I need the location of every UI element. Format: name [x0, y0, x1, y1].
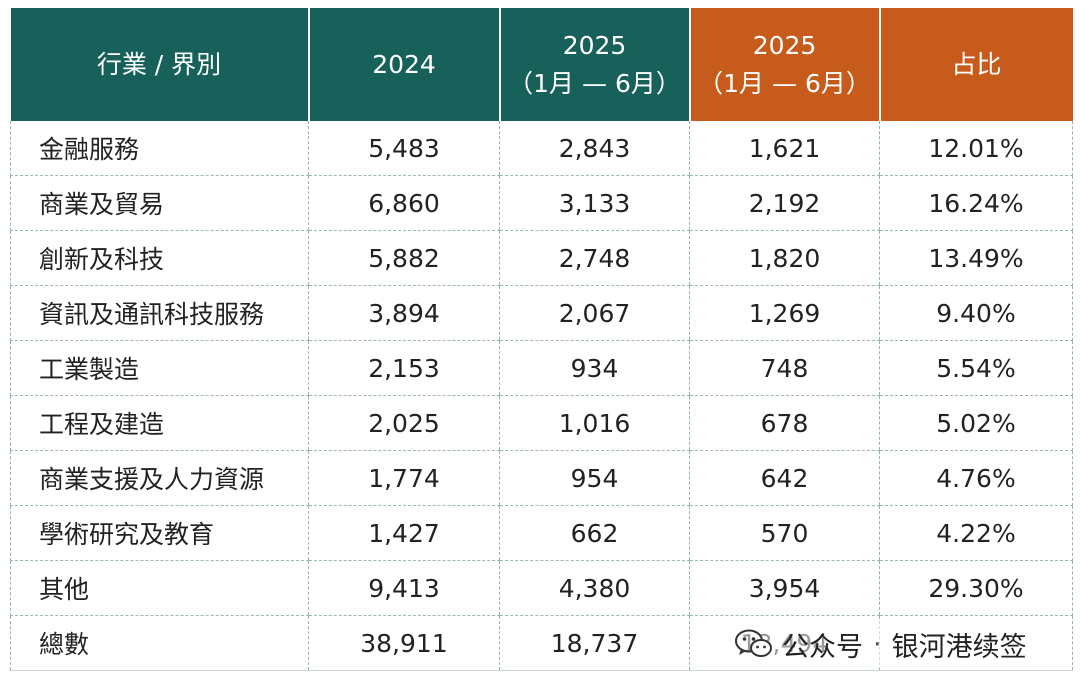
cell-2024: 38,911: [308, 615, 500, 671]
cell-2025-h1: 1,016: [499, 395, 690, 451]
cell-2025-h1-highlight: 1,621: [689, 121, 880, 176]
watermark: 公众号 · 银河港续签: [728, 620, 1035, 668]
table-row: 創新及科技 5,882 2,748 1,820 13.49%: [10, 230, 1073, 286]
cell-2024: 6,860: [308, 175, 500, 231]
cell-share: 4.76%: [879, 450, 1073, 506]
cell-2024: 5,483: [308, 121, 500, 176]
cell-2025-h1-highlight: 1,820: [689, 230, 880, 286]
watermark-account: 银河港续签: [891, 631, 1027, 663]
cell-2025-h1-highlight: 1,269: [689, 285, 880, 341]
header-row: 行業 / 界別 2024 2025 （1月 — 6月） 2025 （1月 — 6…: [10, 8, 1073, 121]
cell-share: 9.40%: [879, 285, 1073, 341]
cell-2024: 9,413: [308, 560, 500, 616]
cell-2024: 1,427: [308, 505, 500, 561]
cell-share: 13.49%: [879, 230, 1073, 286]
table-row: 商業支援及人力資源 1,774 954 642 4.76%: [10, 450, 1073, 506]
cell-2024: 1,774: [308, 450, 500, 506]
cell-2025-h1-highlight: 678: [689, 395, 880, 451]
cell-2025-h1-highlight: 3,954: [689, 560, 880, 616]
header-industry-label: 行業 / 界別: [96, 49, 222, 79]
cell-share: 5.02%: [879, 395, 1073, 451]
cell-2024: 2,153: [308, 340, 500, 396]
cell-industry: 工程及建造: [10, 395, 309, 451]
cell-2024: 2,025: [308, 395, 500, 451]
header-2024-label: 2024: [372, 49, 436, 79]
table-row: 金融服務 5,483 2,843 1,621 12.01%: [10, 121, 1073, 176]
table-row: 資訊及通訊科技服務 3,894 2,067 1,269 9.40%: [10, 285, 1073, 341]
header-2024: 2024: [308, 8, 501, 121]
header-2025-highlight-period: （1月 — 6月）: [698, 68, 871, 98]
cell-2024: 5,882: [308, 230, 500, 286]
cell-share: 16.24%: [879, 175, 1073, 231]
cell-industry: 商業支援及人力資源: [10, 450, 309, 506]
header-2025-h1-year: 2025: [562, 30, 627, 60]
header-share-label: 占比: [951, 49, 1002, 79]
watermark-separator: ·: [873, 628, 882, 660]
header-industry: 行業 / 界別: [10, 8, 310, 121]
cell-2025-h1: 3,133: [499, 175, 690, 231]
industry-stats-table: 行業 / 界別 2024 2025 （1月 — 6月） 2025 （1月 — 6…: [10, 8, 1073, 671]
table-row: 工程及建造 2,025 1,016 678 5.02%: [10, 395, 1073, 451]
cell-share: 12.01%: [879, 121, 1073, 176]
cell-2024: 3,894: [308, 285, 500, 341]
cell-industry: 學術研究及教育: [10, 505, 309, 561]
header-2025-h1-period: （1月 — 6月）: [508, 68, 681, 98]
cell-2025-h1-highlight: 748: [689, 340, 880, 396]
cell-industry: 商業及貿易: [10, 175, 309, 231]
header-share: 占比: [879, 8, 1073, 121]
cell-2025-h1-highlight: 570: [689, 505, 880, 561]
cell-share: 29.30%: [879, 560, 1073, 616]
cell-2025-h1-highlight: 2,192: [689, 175, 880, 231]
table-row: 工業製造 2,153 934 748 5.54%: [10, 340, 1073, 396]
watermark-label: 公众号: [782, 631, 863, 663]
cell-industry: 工業製造: [10, 340, 309, 396]
cell-2025-h1: 2,748: [499, 230, 690, 286]
cell-industry: 金融服務: [10, 121, 309, 176]
cell-2025-h1: 18,737: [499, 615, 690, 671]
header-2025-h1-highlight: 2025 （1月 — 6月）: [689, 8, 881, 121]
cell-2025-h1: 662: [499, 505, 690, 561]
cell-2025-h1: 934: [499, 340, 690, 396]
cell-2025-h1: 2,843: [499, 121, 690, 176]
cell-share: 5.54%: [879, 340, 1073, 396]
table-row: 學術研究及教育 1,427 662 570 4.22%: [10, 505, 1073, 561]
cell-share: 4.22%: [879, 505, 1073, 561]
table-row: 商業及貿易 6,860 3,133 2,192 16.24%: [10, 175, 1073, 231]
table-container: 行業 / 界別 2024 2025 （1月 — 6月） 2025 （1月 — 6…: [10, 8, 1073, 671]
header-2025-h1: 2025 （1月 — 6月）: [499, 8, 691, 121]
cell-2025-h1-highlight: 642: [689, 450, 880, 506]
cell-industry: 其他: [10, 560, 309, 616]
table-header: 行業 / 界別 2024 2025 （1月 — 6月） 2025 （1月 — 6…: [10, 8, 1073, 121]
table-body: 金融服務 5,483 2,843 1,621 12.01% 商業及貿易 6,860 3,133…: [10, 121, 1073, 671]
table-row: 其他 9,413 4,380 3,954 29.30%: [10, 560, 1073, 616]
cell-2025-h1: 4,380: [499, 560, 690, 616]
cell-industry: 總數: [10, 615, 309, 671]
cell-industry: 資訊及通訊科技服務: [10, 285, 309, 341]
wechat-icon: [735, 629, 772, 657]
header-2025-highlight-year: 2025: [752, 30, 817, 60]
cell-2025-h1: 954: [499, 450, 690, 506]
cell-2025-h1: 2,067: [499, 285, 690, 341]
cell-industry: 創新及科技: [10, 230, 309, 286]
